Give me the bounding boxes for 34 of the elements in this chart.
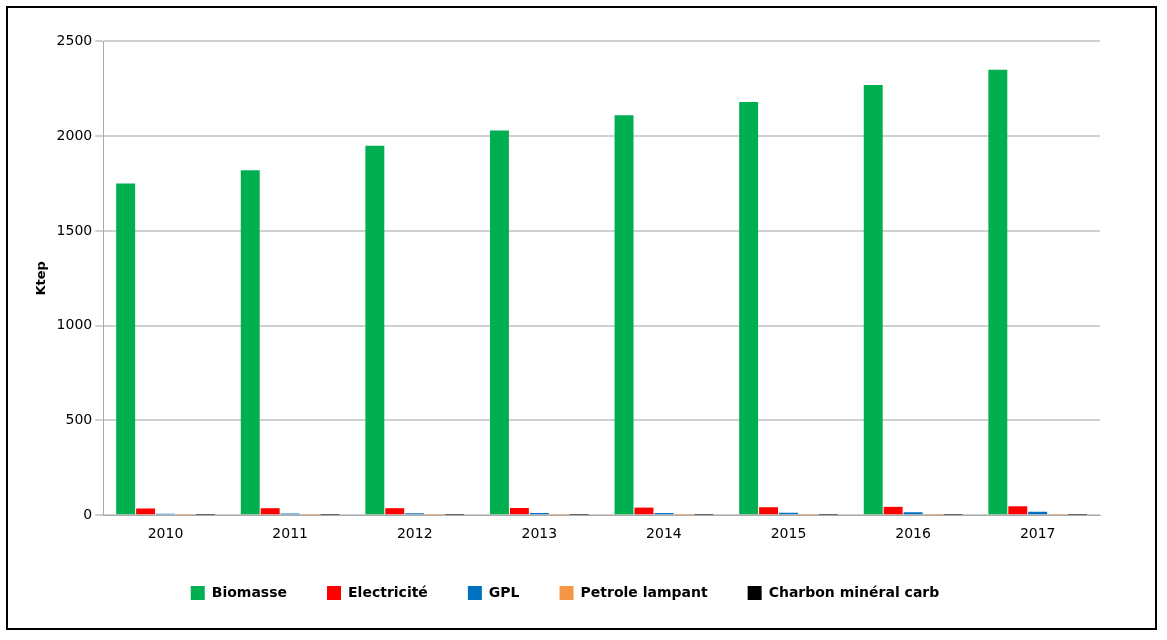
x-tick-label: 2012 bbox=[396, 525, 433, 542]
bar bbox=[883, 506, 903, 515]
bar bbox=[1008, 506, 1028, 515]
y-tick-label: 1500 bbox=[56, 221, 93, 238]
bar bbox=[509, 508, 529, 515]
bar bbox=[365, 145, 385, 515]
bar bbox=[385, 508, 405, 515]
bar bbox=[240, 170, 260, 515]
bar bbox=[988, 69, 1008, 515]
x-tick-label: 2014 bbox=[646, 525, 682, 542]
bar bbox=[614, 115, 634, 515]
legend-label: GPL bbox=[488, 583, 520, 600]
x-tick-label: 2013 bbox=[521, 525, 558, 542]
bar bbox=[739, 102, 759, 515]
legend-label: Biomasse bbox=[211, 583, 288, 600]
x-tick-label: 2016 bbox=[895, 525, 932, 542]
y-tick-label: 2500 bbox=[56, 32, 93, 49]
x-tick-label: 2011 bbox=[272, 525, 308, 542]
y-tick-label: 2000 bbox=[56, 126, 93, 143]
bar bbox=[759, 507, 779, 515]
legend-label: Charbon minéral carb bbox=[768, 583, 940, 600]
bar bbox=[489, 130, 509, 515]
y-axis-title: Ktep bbox=[33, 261, 49, 296]
bar bbox=[260, 508, 280, 515]
bar bbox=[863, 84, 883, 515]
x-tick-label: 2015 bbox=[770, 525, 807, 542]
x-tick-label: 2010 bbox=[147, 525, 184, 542]
y-tick-label: 0 bbox=[83, 505, 93, 522]
y-tick-label: 1000 bbox=[56, 316, 93, 333]
x-tick-label: 2017 bbox=[1019, 525, 1056, 542]
bar bbox=[116, 183, 136, 515]
legend-label: Electricité bbox=[348, 583, 428, 600]
y-tick-label: 500 bbox=[65, 411, 93, 428]
legend-label: Petrole lampant bbox=[580, 583, 708, 600]
